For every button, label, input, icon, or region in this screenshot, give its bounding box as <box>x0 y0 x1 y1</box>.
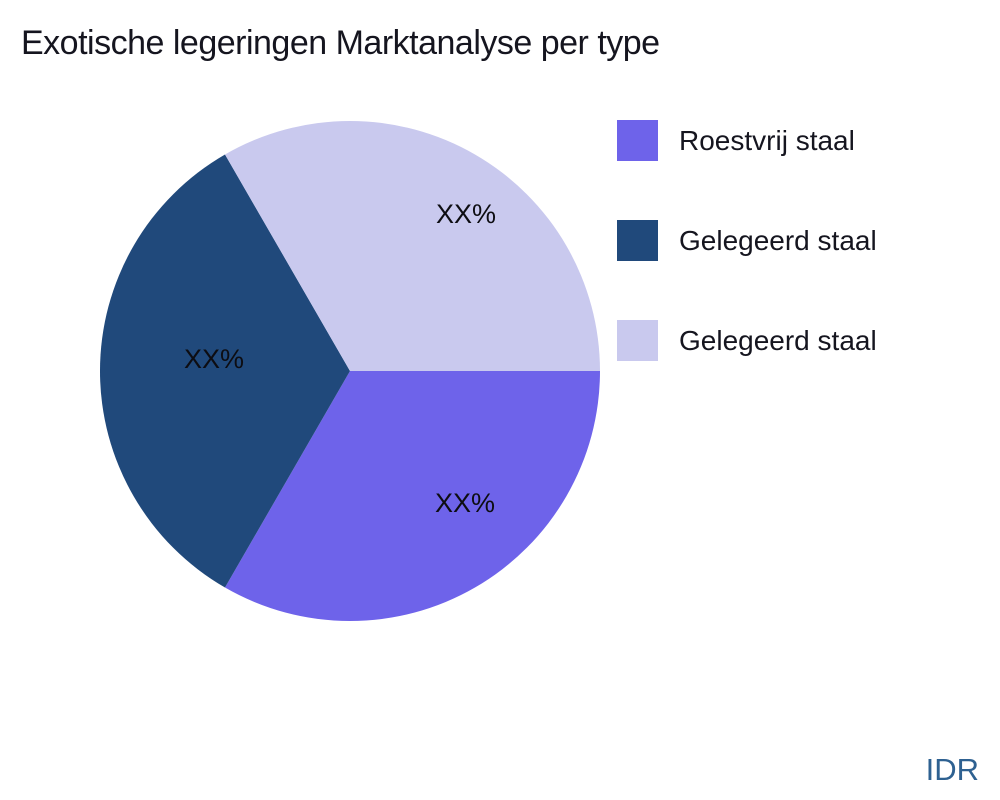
pie-slice-gelegeerd-staal-dark <box>99 154 350 588</box>
pie-label-roestvrij-staal: XX% <box>435 488 495 518</box>
watermark-idr: IDR <box>925 752 979 787</box>
legend: Roestvrij staal Gelegeerd staal Gelegeer… <box>617 120 877 420</box>
pie-slice-roestvrij-staal <box>225 371 600 622</box>
legend-swatch-roestvrij-staal <box>617 120 658 161</box>
chart-title: Exotische legeringen Marktanalyse per ty… <box>21 24 660 62</box>
pie-label-gelegeerd-staal-dark: XX% <box>184 344 244 374</box>
legend-label-gelegeerd-staal-light: Gelegeerd staal <box>679 324 877 356</box>
legend-label-gelegeerd-staal-dark: Gelegeerd staal <box>679 224 877 256</box>
legend-label-roestvrij-staal: Roestvrij staal <box>679 124 855 156</box>
legend-swatch-gelegeerd-staal-dark <box>617 220 658 261</box>
legend-swatch-gelegeerd-staal-light <box>617 320 658 361</box>
legend-item-gelegeerd-staal-dark: Gelegeerd staal <box>617 220 877 261</box>
legend-item-gelegeerd-staal-light: Gelegeerd staal <box>617 320 877 361</box>
pie-label-gelegeerd-staal-light: XX% <box>436 199 496 229</box>
legend-item-roestvrij-staal: Roestvrij staal <box>617 120 877 161</box>
pie-slice-gelegeerd-staal-light <box>225 120 600 371</box>
